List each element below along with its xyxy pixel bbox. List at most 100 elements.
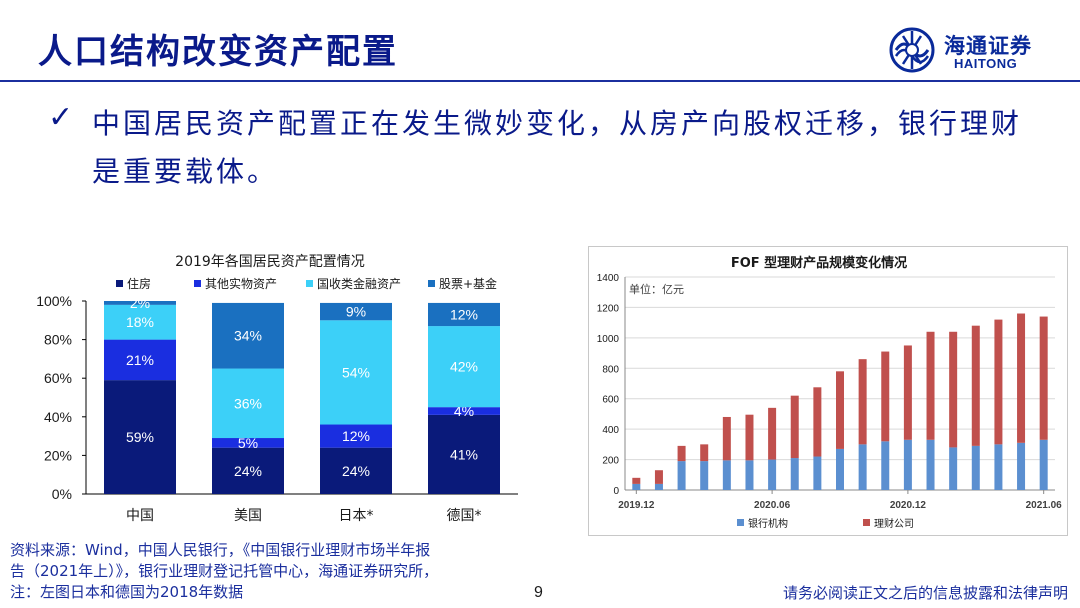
company-logo: 海通证券 HAITONG <box>888 26 1048 74</box>
bar-segment <box>790 458 799 490</box>
source-line: 告（2021年上）》，银行业理财登记托管中心，海通证券研究所， <box>10 562 439 580</box>
y-tick-label: 80% <box>44 332 72 348</box>
data-label: 59% <box>126 429 154 445</box>
bar-segment <box>677 461 686 490</box>
bullet-point: 中国居民资产配置正在发生微妙变化，从房产向股权迁移，银行理财是重要载体。 <box>92 107 1023 188</box>
data-label: 2% <box>130 295 150 311</box>
bar-segment <box>722 416 731 461</box>
data-label: 42% <box>450 359 478 375</box>
checkmark-icon: ✓ <box>48 100 74 135</box>
page-number: 9 <box>534 584 543 601</box>
data-label: 41% <box>450 446 478 462</box>
y-tick-label: 800 <box>602 364 619 375</box>
chart-title: FOF 型理财产品规模变化情况 <box>731 255 907 271</box>
legend-swatch <box>306 280 313 287</box>
legend-label: 国收类金融资产 <box>317 276 401 291</box>
bar-segment <box>836 448 844 490</box>
bar-segment <box>903 345 912 440</box>
bar-segment <box>104 380 176 494</box>
legend-swatch <box>116 280 123 287</box>
legend-swatch <box>737 519 744 526</box>
y-tick-label: 0 <box>613 486 619 497</box>
data-label: 12% <box>450 307 478 323</box>
bar-segment <box>813 456 822 490</box>
bar-segment <box>428 407 500 415</box>
y-tick-label: 200 <box>602 456 619 467</box>
page-title: 人口结构改变资产配置 <box>38 32 398 72</box>
bar-segment <box>745 414 754 461</box>
x-tick-label: 2021.06 <box>1026 500 1063 511</box>
bar-segment <box>104 304 176 340</box>
fof-scale-svg: FOF 型理财产品规模变化情况 0 200 400 600 800 1000 1200 1400… <box>597 255 1063 530</box>
bar-segment <box>971 445 980 490</box>
bar-segment <box>949 331 958 448</box>
source-line: 注：左图日本和德国为2018年数据 <box>10 583 244 601</box>
fof-scale-chart: FOF 型理财产品规模变化情况 0 200 400 600 800 1000 1200 1400… <box>588 246 1068 536</box>
legend-label: 理财公司 <box>874 517 914 530</box>
data-label: 24% <box>234 463 262 479</box>
bar-segment <box>971 325 980 446</box>
data-label: 54% <box>342 364 370 380</box>
bar-segment <box>654 470 663 484</box>
bar-segment <box>790 395 799 459</box>
bar-segment <box>858 359 867 445</box>
bar-segment <box>320 424 392 448</box>
haitong-logo-icon <box>889 27 935 73</box>
bar-segment <box>677 445 686 462</box>
bar-segment <box>428 326 500 408</box>
legend-swatch <box>428 280 435 287</box>
source-line: 资料来源：Wind，中国人民银行，《中国银行业理财市场半年报 <box>10 541 431 559</box>
bar-segment <box>949 447 958 490</box>
bar-segment <box>654 483 663 490</box>
y-tick-label: 100% <box>36 293 72 309</box>
bar-segment <box>768 407 777 460</box>
bar-segment <box>212 438 284 448</box>
bar-segment <box>428 414 500 494</box>
bar-segment <box>745 460 754 490</box>
bar-segment <box>320 320 392 425</box>
bar-segment <box>768 459 777 490</box>
legend-swatch <box>194 280 201 287</box>
x-tick-label: 中国 <box>126 508 154 524</box>
bar-segment <box>813 387 822 457</box>
data-label: 34% <box>234 328 262 344</box>
bar-segment <box>881 441 890 490</box>
bar-segment <box>881 351 890 442</box>
legend-label: 其他实物资产 <box>205 276 277 291</box>
bar-segment <box>632 483 641 490</box>
data-label: 9% <box>346 304 366 320</box>
title-divider <box>0 80 1080 82</box>
legend-swatch <box>863 519 870 526</box>
bar-segment <box>1039 316 1048 440</box>
bar-segment <box>836 371 844 449</box>
data-label: 24% <box>342 463 370 479</box>
y-tick-label: 400 <box>602 425 619 436</box>
legend-label: 银行机构 <box>748 517 788 530</box>
bar-segment <box>858 444 867 490</box>
logo-name-en: HAITONG <box>954 56 1018 71</box>
x-tick-label: 2020.12 <box>890 500 927 511</box>
y-tick-label: 1000 <box>597 334 620 345</box>
bar-segment <box>722 460 731 490</box>
bar-segment <box>632 477 641 484</box>
bar-segment <box>926 439 935 490</box>
x-tick-label: 日本* <box>339 508 374 524</box>
bar-segment <box>700 461 709 490</box>
bar-segment <box>1017 442 1026 490</box>
y-tick-label: 1200 <box>597 303 620 314</box>
logo-name-cn: 海通证券 <box>944 33 1032 58</box>
bar-segment <box>320 447 392 494</box>
chart-title: 2019年各国居民资产配置情况 <box>175 254 365 270</box>
x-tick-label: 2019.12 <box>618 500 655 511</box>
data-label: 36% <box>234 395 262 411</box>
y-tick-label: 20% <box>44 447 72 463</box>
bar-segment <box>1039 439 1048 490</box>
y-tick-label: 40% <box>44 409 72 425</box>
bar-segment <box>994 444 1003 490</box>
disclaimer-text: 请务必阅读正文之后的信息披露和法律声明 <box>782 584 1068 602</box>
bar-segment <box>212 447 284 494</box>
bar-segment <box>700 444 709 462</box>
y-tick-label: 600 <box>602 395 619 406</box>
data-label: 18% <box>126 314 154 330</box>
data-label: 12% <box>342 428 370 444</box>
